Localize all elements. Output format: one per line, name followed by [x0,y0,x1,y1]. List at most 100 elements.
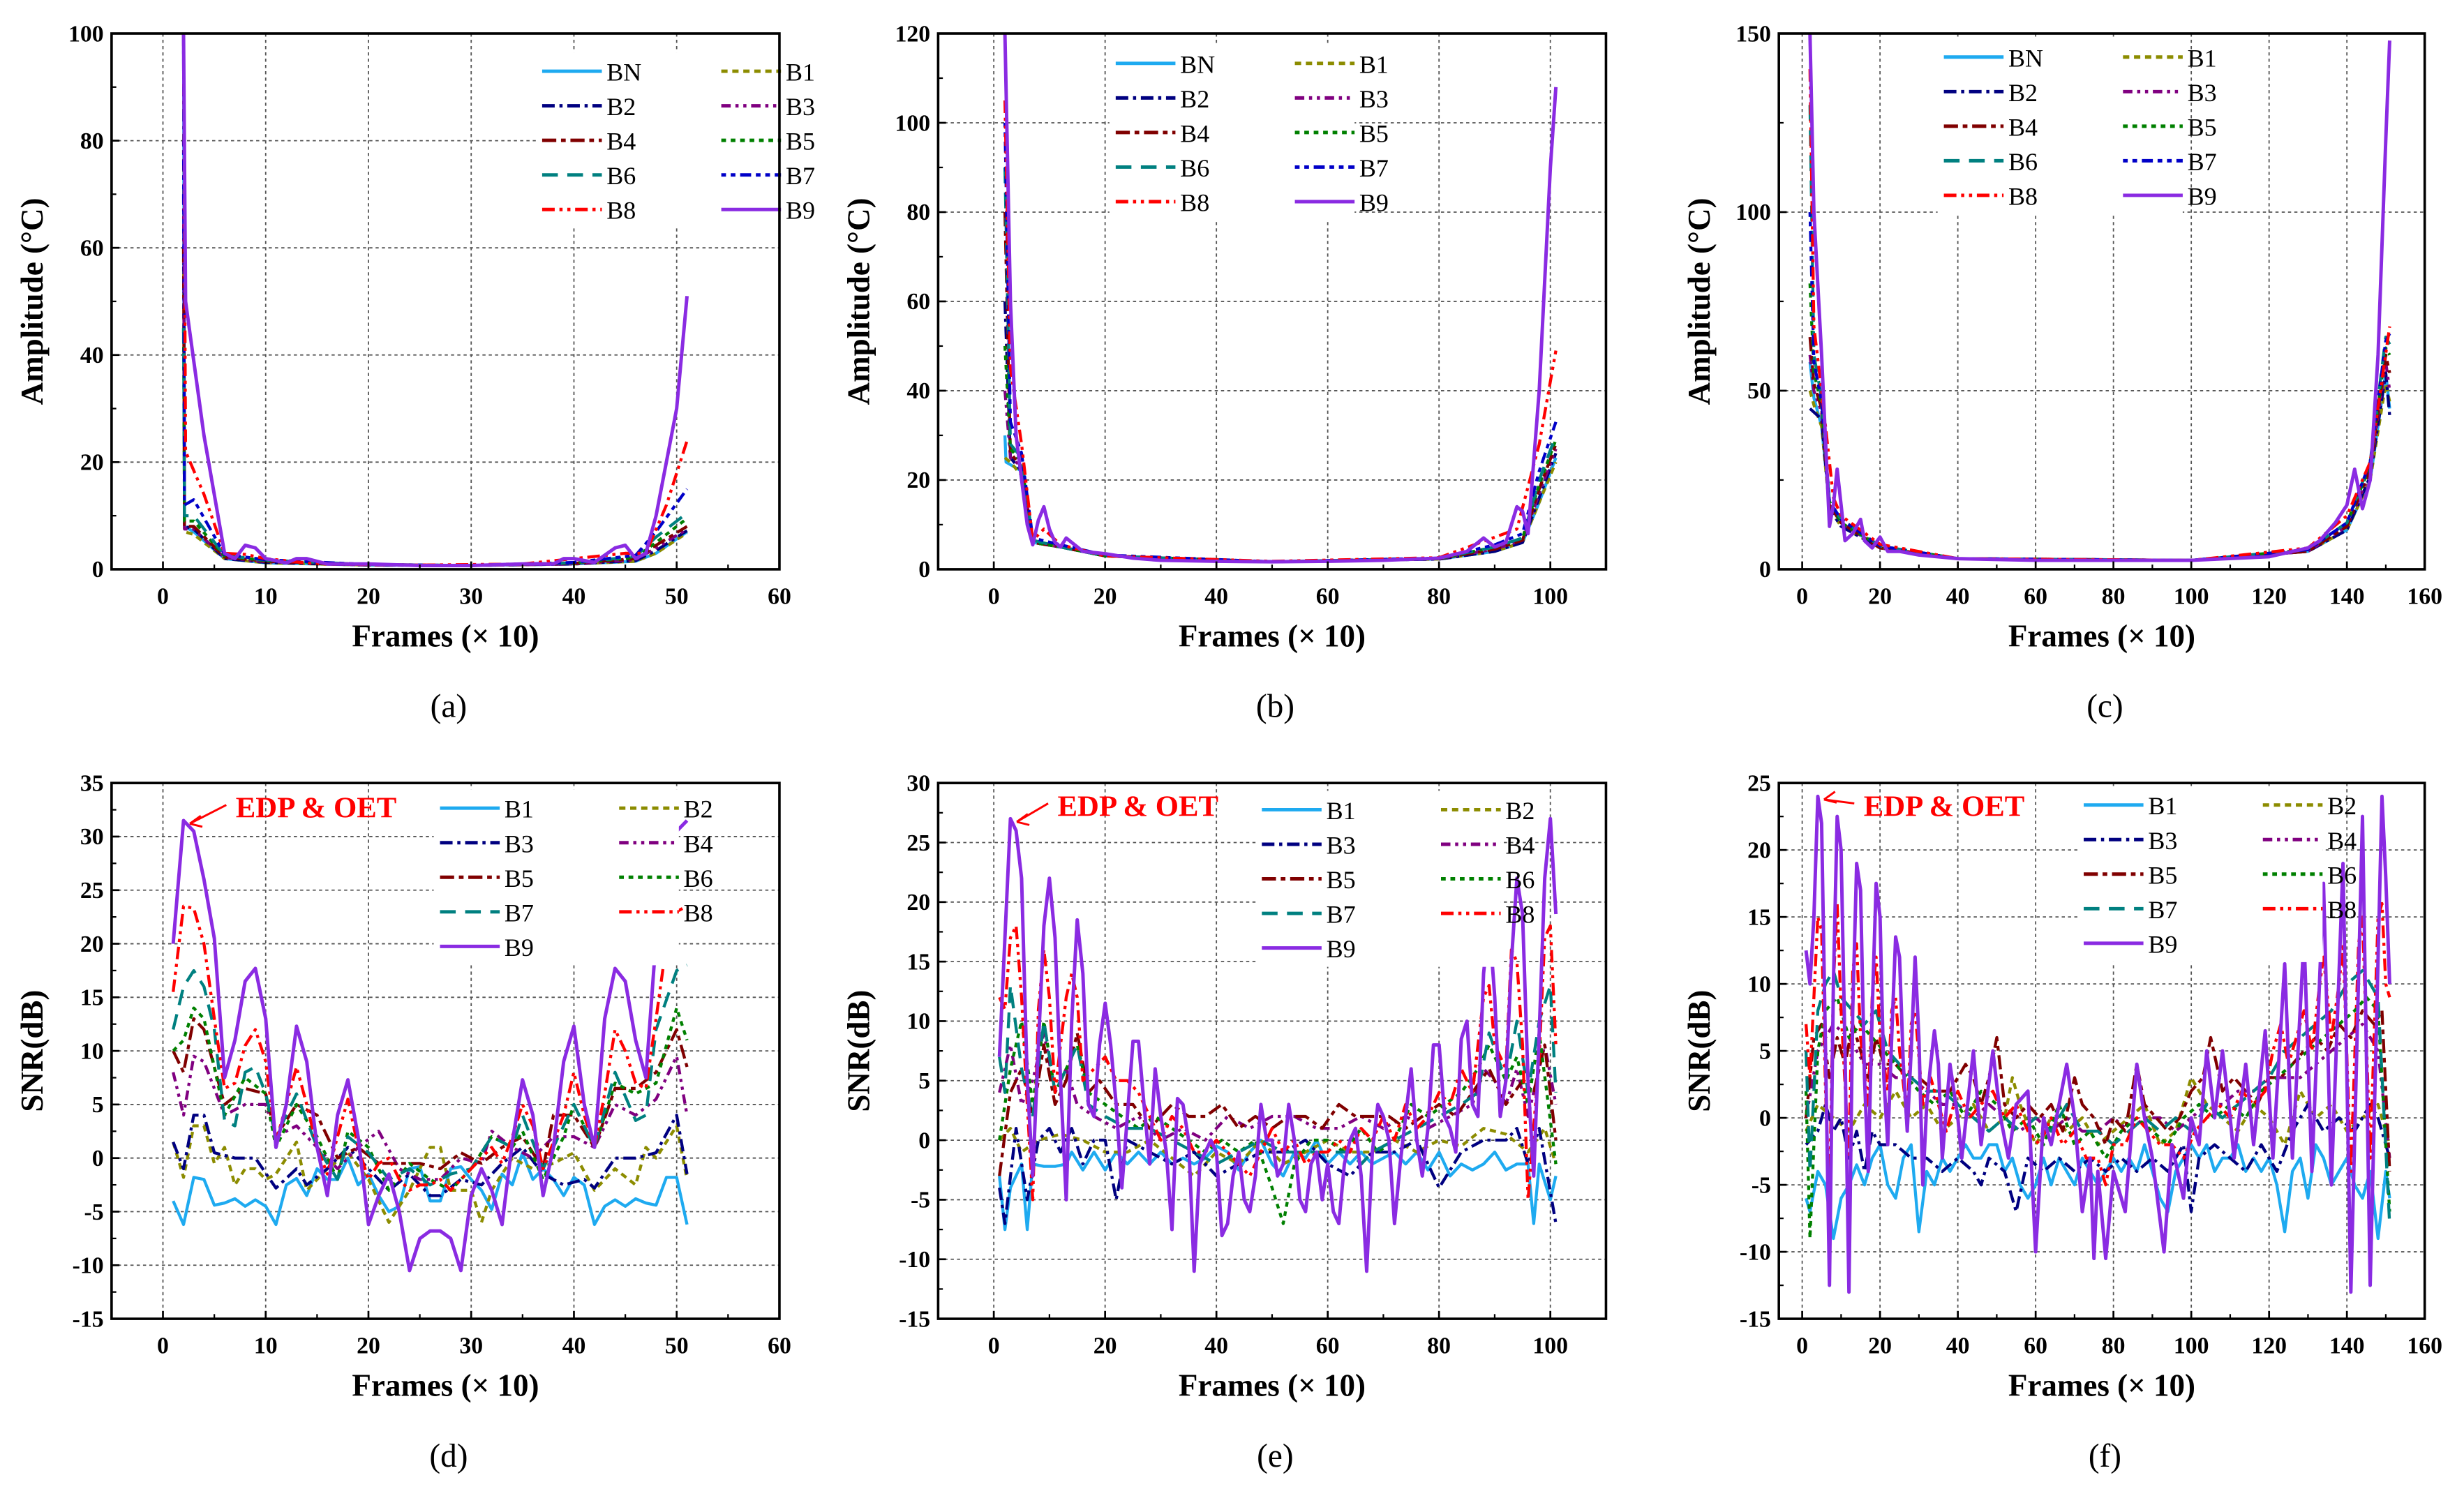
y-tick-label: 30 [80,824,104,850]
annotation-label: EDP & OET [1864,790,2025,823]
legend-label-B6: B6 [684,865,713,892]
legend-label-B4: B4 [2008,113,2038,141]
y-tick-label: 80 [80,128,104,154]
legend-label-B6: B6 [2008,148,2038,176]
y-tick-label: 35 [80,770,104,796]
x-tick-label: 160 [2407,583,2442,609]
legend-label-B3: B3 [505,830,534,858]
series-line-B9 [171,818,689,1273]
series-line-B8 [1808,69,2391,562]
x-tick-label: 40 [562,1333,586,1359]
legend-label-B8: B8 [2327,896,2357,924]
y-tick-label: 20 [1747,837,1771,863]
legend-label-B7: B7 [2148,896,2177,924]
x-tick-label: 20 [1868,583,1892,609]
x-tick-label: 120 [2251,1333,2287,1359]
y-tick-label: 60 [906,289,930,315]
panel-label: (e) [1257,1438,1293,1474]
x-tick-label: 100 [2174,1333,2209,1359]
panel-label: (b) [1256,689,1294,725]
x-tick-label: 50 [665,1333,689,1359]
legend-label-B1: B1 [1327,797,1356,825]
x-axis-label: Frames (× 10) [2008,618,2195,653]
legend-label-B1: B1 [2188,44,2217,72]
y-tick-label: 20 [906,467,930,493]
x-tick-label: 10 [254,583,278,609]
annotation-label: EDP & OET [1058,790,1219,823]
series-line-B2 [998,1127,1558,1178]
y-tick-label: 15 [906,949,930,975]
legend-label-B6: B6 [2327,861,2357,889]
legend-label-B8: B8 [1180,188,1209,216]
x-tick-label: 100 [2174,583,2209,609]
series-line-B8 [172,904,688,1192]
x-tick-label: 30 [459,583,483,609]
x-tick-label: 60 [2024,583,2047,609]
y-tick-label: 5 [92,1092,104,1118]
chart-panel-a: BN B1 B2 B3 B4 B5 B6 B7 B8 B9 0 10 20 30 40 50 60 0 20 40 60… [15,21,815,724]
x-tick-label: 140 [2329,1333,2365,1359]
series-group [171,818,689,1273]
series-line-B7 [172,964,688,1187]
legend-label-B5: B5 [2188,113,2217,141]
legend-label-B7: B7 [1359,154,1389,182]
y-tick-label: -10 [73,1253,104,1279]
x-tick-label: 20 [357,1333,380,1359]
y-tick-label: 40 [906,378,930,404]
legend-label-B1: B1 [505,795,534,823]
x-tick-label: 40 [1946,1333,1970,1359]
y-tick-label: -5 [1752,1172,1771,1198]
legend-label-B2: B2 [1505,797,1535,825]
x-tick-label: 20 [1093,1333,1117,1359]
y-axis-label: Amplitude (°C) [841,198,876,405]
legend-label-B3: B3 [1359,85,1389,113]
legend-label-B5: B5 [2148,861,2177,889]
x-tick-label: 0 [157,583,169,609]
x-tick-label: 60 [1316,583,1340,609]
series-group [997,816,1558,1273]
y-tick-label: 5 [1759,1038,1771,1064]
series-line-B4 [172,1054,689,1181]
x-tick-label: 60 [768,1333,791,1359]
y-tick-label: -10 [899,1247,930,1273]
legend-label-B8: B8 [606,197,636,225]
y-axis-label: Amplitude (°C) [15,198,50,405]
y-tick-label: 120 [895,21,930,47]
legend-label-B7: B7 [2188,148,2217,176]
x-axis-label: Frames (× 10) [352,618,539,653]
y-tick-label: 0 [1759,557,1771,583]
x-tick-label: 0 [988,1333,1000,1359]
y-tick-label: 100 [1735,200,1771,225]
y-tick-label: 0 [918,557,930,583]
legend-label-B9: B9 [1327,935,1356,963]
legend-label-B4: B4 [684,830,713,858]
legend-label-B9: B9 [786,197,815,225]
y-tick-label: 25 [80,878,104,904]
y-tick-label: 0 [918,1128,930,1153]
series-line-B9 [997,816,1558,1273]
y-tick-label: 20 [80,931,104,957]
legend-label-B6: B6 [1180,154,1209,182]
x-tick-label: 60 [1316,1333,1340,1359]
legend-label-B8: B8 [1505,901,1535,929]
x-tick-label: 60 [768,583,791,609]
series-line-B1 [998,1138,1558,1232]
x-tick-label: 80 [2102,583,2126,609]
y-tick-label: 20 [80,450,104,476]
y-tick-label: 20 [906,890,930,915]
annotation-arrowhead-icon [1823,791,1837,804]
panel-label: (c) [2086,689,2123,725]
legend-label-BN: BN [1180,50,1215,78]
series-line-B3 [998,1127,1558,1225]
legend-label-B4: B4 [1505,832,1535,860]
legend-label-B8: B8 [684,899,713,927]
y-tick-label: 10 [906,1009,930,1035]
panel-label: (a) [431,689,467,725]
y-tick-label: 100 [68,21,104,47]
legend-label-B6: B6 [606,162,636,190]
series-line-B9 [1808,33,2391,562]
legend-label-B1: B1 [786,59,815,87]
y-tick-label: -15 [73,1306,104,1332]
legend-label-B4: B4 [2327,827,2357,855]
